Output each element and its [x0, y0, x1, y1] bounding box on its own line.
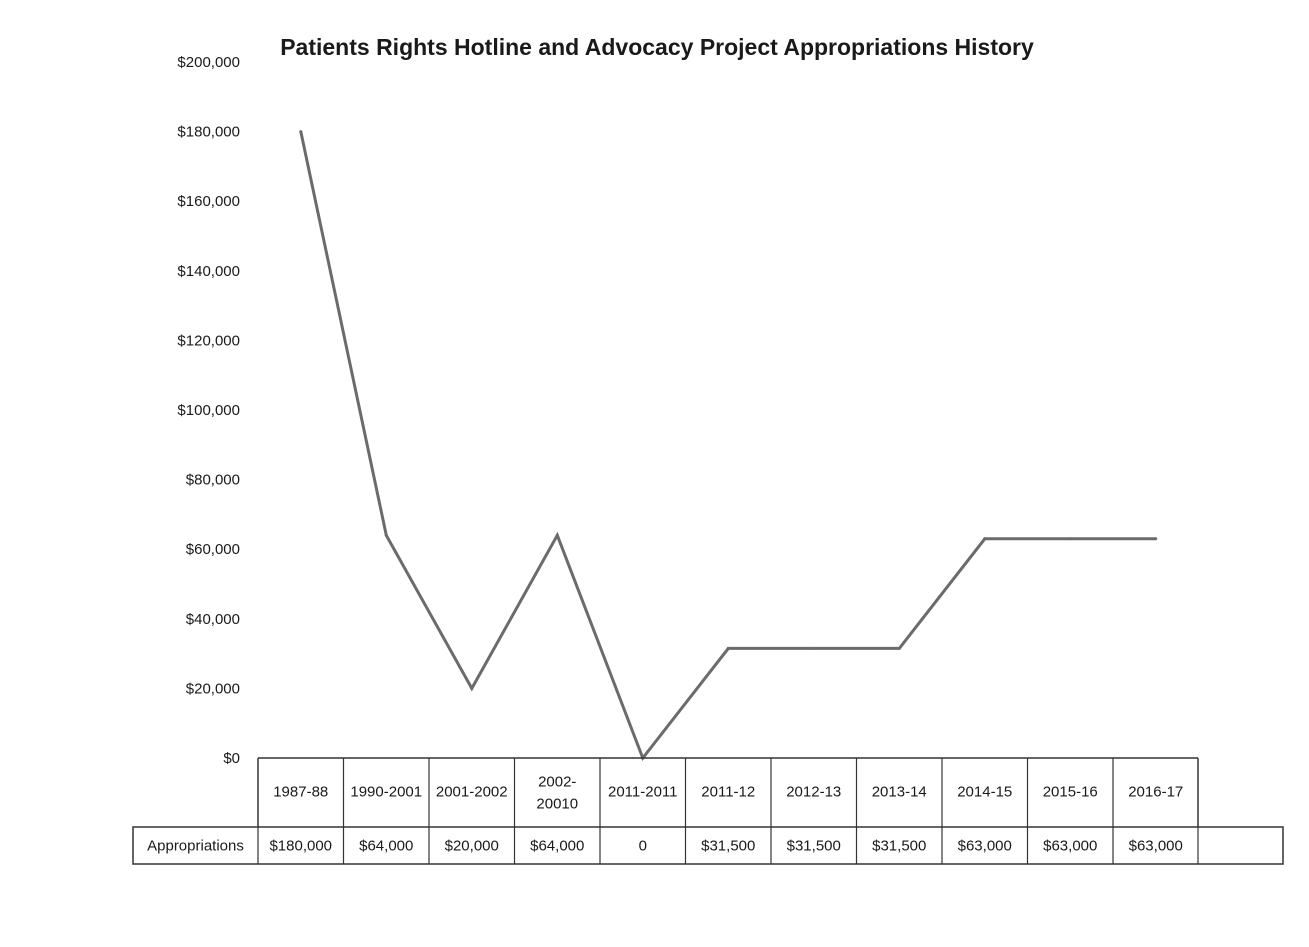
data-point	[1154, 537, 1158, 541]
data-value-label: 0	[639, 838, 647, 855]
x-tick-label: 2013-14	[872, 784, 927, 801]
x-tick-label: 2011-12	[701, 784, 755, 801]
data-point	[555, 533, 559, 537]
x-tick-label: 2016-17	[1128, 784, 1183, 801]
data-value-label: $64,000	[530, 838, 584, 855]
data-value-label: $63,000	[1129, 838, 1183, 855]
data-point	[299, 130, 303, 134]
y-tick-label: $80,000	[186, 472, 240, 489]
x-tick-label: 2001-2002	[436, 784, 508, 801]
series-name-label: Appropriations	[147, 838, 244, 855]
data-point	[384, 533, 388, 537]
data-point	[726, 646, 730, 650]
x-tick-label: 2002-	[538, 774, 576, 791]
chart-title: Patients Rights Hotline and Advocacy Pro…	[280, 34, 1034, 60]
data-value-label: $180,000	[269, 838, 332, 855]
x-tick-label: 2014-15	[957, 784, 1012, 801]
x-tick-label: 2015-16	[1043, 784, 1098, 801]
data-point	[812, 646, 816, 650]
data-value-label: $31,500	[872, 838, 926, 855]
data-point	[470, 686, 474, 690]
x-tick-label: 2011-2011	[608, 784, 678, 801]
data-value-label: $63,000	[958, 838, 1012, 855]
y-tick-label: $60,000	[186, 541, 240, 558]
y-tick-label: $20,000	[186, 680, 240, 697]
y-tick-label: $200,000	[177, 54, 240, 71]
data-table: 1987-88 1990-2001 2001-2002 2002- 20010 2011-…	[132, 757, 1284, 865]
y-tick-label: $180,000	[177, 124, 240, 141]
y-tick-label: $120,000	[177, 332, 240, 349]
data-value-label: $20,000	[445, 838, 499, 855]
y-tick-label: $140,000	[177, 263, 240, 280]
x-tick-label: 20010	[536, 796, 578, 813]
data-point	[897, 646, 901, 650]
y-tick-label: $0	[223, 750, 240, 767]
y-tick-label: $160,000	[177, 193, 240, 210]
data-value-label: $31,500	[787, 838, 841, 855]
data-value-label: $64,000	[359, 838, 413, 855]
table-values-row	[132, 826, 1284, 865]
data-value-label: $31,500	[701, 838, 755, 855]
x-tick-label: 1990-2001	[350, 784, 422, 801]
y-tick-label: $100,000	[177, 402, 240, 419]
y-tick-label: $40,000	[186, 611, 240, 628]
x-tick-label: 1987-88	[273, 784, 328, 801]
data-point	[983, 537, 987, 541]
data-value-label: $63,000	[1043, 838, 1097, 855]
x-tick-label: 2012-13	[786, 784, 841, 801]
data-point	[1068, 537, 1072, 541]
y-axis: $0 $20,000 $40,000 $60,000 $80,000 $100,000 $1…	[177, 54, 240, 767]
